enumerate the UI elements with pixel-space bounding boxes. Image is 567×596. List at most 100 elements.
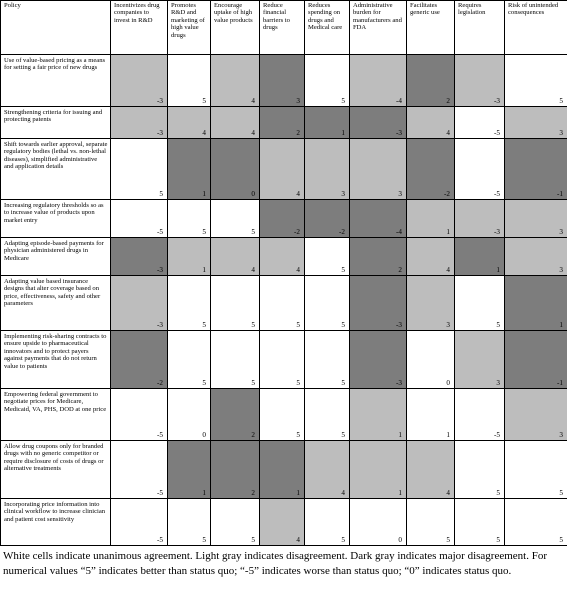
table-row: Use of value-based pricing as a means fo…: [0, 54, 567, 107]
policy-name-cell: Increasing regulatory thresholds so as t…: [0, 199, 111, 238]
score-value: 5: [341, 97, 345, 105]
score-cell: 5: [454, 440, 505, 499]
score-cell: 4: [259, 138, 305, 200]
score-value: 0: [251, 190, 255, 198]
score-value: 5: [341, 321, 345, 329]
score-cell: 3: [504, 106, 567, 139]
score-value: -2: [294, 228, 300, 236]
score-cell: 5: [210, 498, 260, 546]
score-value: 0: [398, 536, 402, 544]
policy-table: Policy Incentivizes drug companies to inv…: [0, 0, 567, 546]
score-value: -2: [339, 228, 345, 236]
score-value: -3: [157, 129, 163, 137]
score-cell: 1: [349, 388, 407, 441]
score-cell: -4: [349, 54, 407, 107]
score-value: 5: [202, 536, 206, 544]
score-cell: -3: [454, 54, 505, 107]
score-cell: 1: [167, 237, 211, 276]
score-value: -3: [396, 321, 402, 329]
score-value: 4: [202, 129, 206, 137]
score-value: 5: [202, 379, 206, 387]
score-cell: 5: [167, 330, 211, 389]
score-value: 1: [341, 129, 345, 137]
policy-name-cell: Implementing risk-sharing contracts to e…: [0, 330, 111, 389]
score-value: -3: [157, 266, 163, 274]
score-value: -5: [494, 129, 500, 137]
score-value: 2: [251, 489, 255, 497]
score-cell: -1: [504, 138, 567, 200]
table-row: Adapting value based insurance designs t…: [0, 275, 567, 331]
score-cell: -2: [304, 199, 350, 238]
score-value: 5: [341, 536, 345, 544]
score-value: 3: [296, 97, 300, 105]
score-value: 4: [296, 536, 300, 544]
score-value: -3: [157, 97, 163, 105]
score-value: 1: [446, 228, 450, 236]
score-cell: 3: [504, 388, 567, 441]
score-cell: -1: [504, 330, 567, 389]
score-value: 5: [341, 266, 345, 274]
score-cell: -3: [110, 54, 168, 107]
score-cell: 1: [406, 199, 455, 238]
score-cell: -3: [110, 275, 168, 331]
score-cell: -3: [110, 106, 168, 139]
column-header: Promotes R&D and marketing of high value…: [167, 0, 211, 55]
score-value: 1: [296, 489, 300, 497]
score-cell: 1: [406, 388, 455, 441]
column-header: Administrative burden for manufacturers …: [349, 0, 407, 55]
score-value: 5: [559, 489, 563, 497]
score-cell: 1: [167, 440, 211, 499]
score-value: -3: [396, 379, 402, 387]
score-cell: 5: [304, 498, 350, 546]
score-value: 5: [296, 321, 300, 329]
score-cell: 5: [259, 330, 305, 389]
score-cell: -2: [406, 138, 455, 200]
score-value: -5: [157, 536, 163, 544]
score-cell: 3: [504, 237, 567, 276]
score-value: -2: [157, 379, 163, 387]
score-value: 4: [251, 97, 255, 105]
score-cell: -5: [454, 138, 505, 200]
score-cell: 5: [454, 498, 505, 546]
column-header: Encourage uptake of high value products: [210, 0, 260, 55]
score-value: 2: [296, 129, 300, 137]
table-body: Use of value-based pricing as a means fo…: [0, 54, 567, 546]
score-value: 5: [496, 489, 500, 497]
score-value: 1: [398, 431, 402, 439]
score-value: 4: [446, 129, 450, 137]
score-value: 1: [398, 489, 402, 497]
table-caption: White cells indicate unanimous agreement…: [3, 550, 548, 577]
score-cell: -3: [454, 199, 505, 238]
column-header: Facilitates generic use: [406, 0, 455, 55]
score-cell: 4: [167, 106, 211, 139]
score-cell: 5: [304, 330, 350, 389]
score-value: -3: [157, 321, 163, 329]
score-cell: 4: [406, 237, 455, 276]
score-value: 5: [251, 536, 255, 544]
policy-name-cell: Shift towards earlier approval, separate…: [0, 138, 111, 200]
score-cell: 3: [504, 199, 567, 238]
policy-name-cell: Adapting value based insurance designs t…: [0, 275, 111, 331]
score-value: 5: [251, 228, 255, 236]
table-row: Empowering federal government to negotia…: [0, 388, 567, 441]
score-value: 5: [296, 431, 300, 439]
score-value: 3: [559, 266, 563, 274]
score-cell: -5: [110, 388, 168, 441]
table-row: Shift towards earlier approval, separate…: [0, 138, 567, 200]
score-value: 5: [159, 190, 163, 198]
score-value: 1: [202, 266, 206, 274]
score-value: 3: [496, 379, 500, 387]
score-cell: 1: [349, 440, 407, 499]
score-cell: -3: [110, 237, 168, 276]
score-value: 3: [341, 190, 345, 198]
score-value: 5: [559, 536, 563, 544]
score-value: -5: [157, 228, 163, 236]
score-value: 5: [251, 321, 255, 329]
score-value: -3: [494, 228, 500, 236]
table-row: Increasing regulatory thresholds so as t…: [0, 199, 567, 238]
score-value: -3: [494, 97, 500, 105]
score-cell: 4: [259, 237, 305, 276]
score-cell: 5: [504, 54, 567, 107]
score-cell: 2: [349, 237, 407, 276]
score-value: 5: [202, 321, 206, 329]
